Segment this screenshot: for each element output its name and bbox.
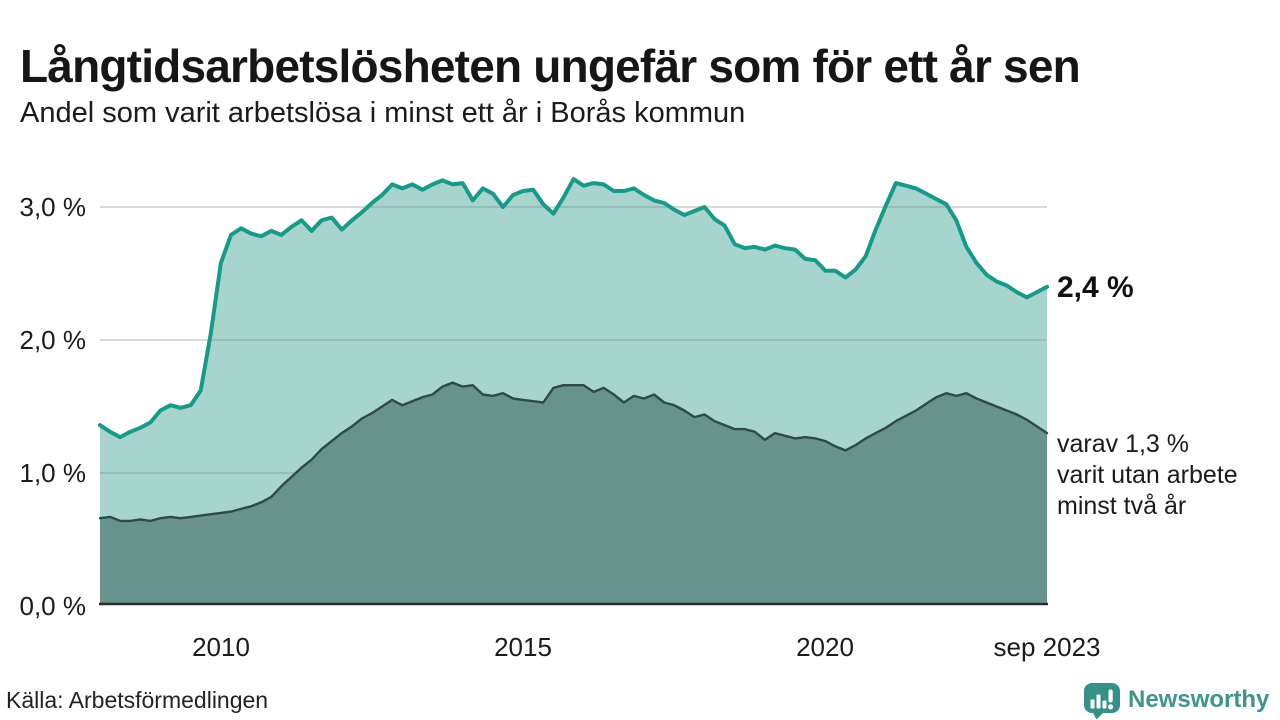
line-unemployed-2yr bbox=[98, 381, 1049, 523]
line-unemployed-1yr bbox=[98, 177, 1049, 440]
x-tick-label-2015: 2015 bbox=[494, 632, 552, 662]
y-tick-label-1: 1,0 % bbox=[19, 458, 87, 488]
annotation-two-year-end-value: varav 1,3 % varit utan arbete minst två … bbox=[1057, 430, 1238, 520]
x-tick-label-2010: 2010 bbox=[192, 632, 250, 662]
page-title: Långtidsarbetslösheten ungefär som för e… bbox=[20, 39, 1081, 92]
newsworthy-logo-text: Newsworthy bbox=[1128, 686, 1270, 713]
newsworthy-logo-icon bbox=[1084, 683, 1120, 720]
y-tick-label-2: 2,0 % bbox=[19, 325, 87, 355]
y-tick-label-0: 0,0 % bbox=[19, 591, 87, 621]
x-tick-label-2020: 2020 bbox=[796, 632, 854, 662]
annotation-total-end-value: 2,4 % bbox=[1057, 271, 1134, 304]
source-note: Källa: Arbetsförmedlingen bbox=[6, 687, 269, 713]
page-subtitle: Andel som varit arbetslösa i minst ett å… bbox=[20, 97, 746, 129]
x-tick-label-sep-2023: sep 2023 bbox=[993, 632, 1101, 662]
y-tick-label-3: 3,0 % bbox=[19, 192, 87, 222]
